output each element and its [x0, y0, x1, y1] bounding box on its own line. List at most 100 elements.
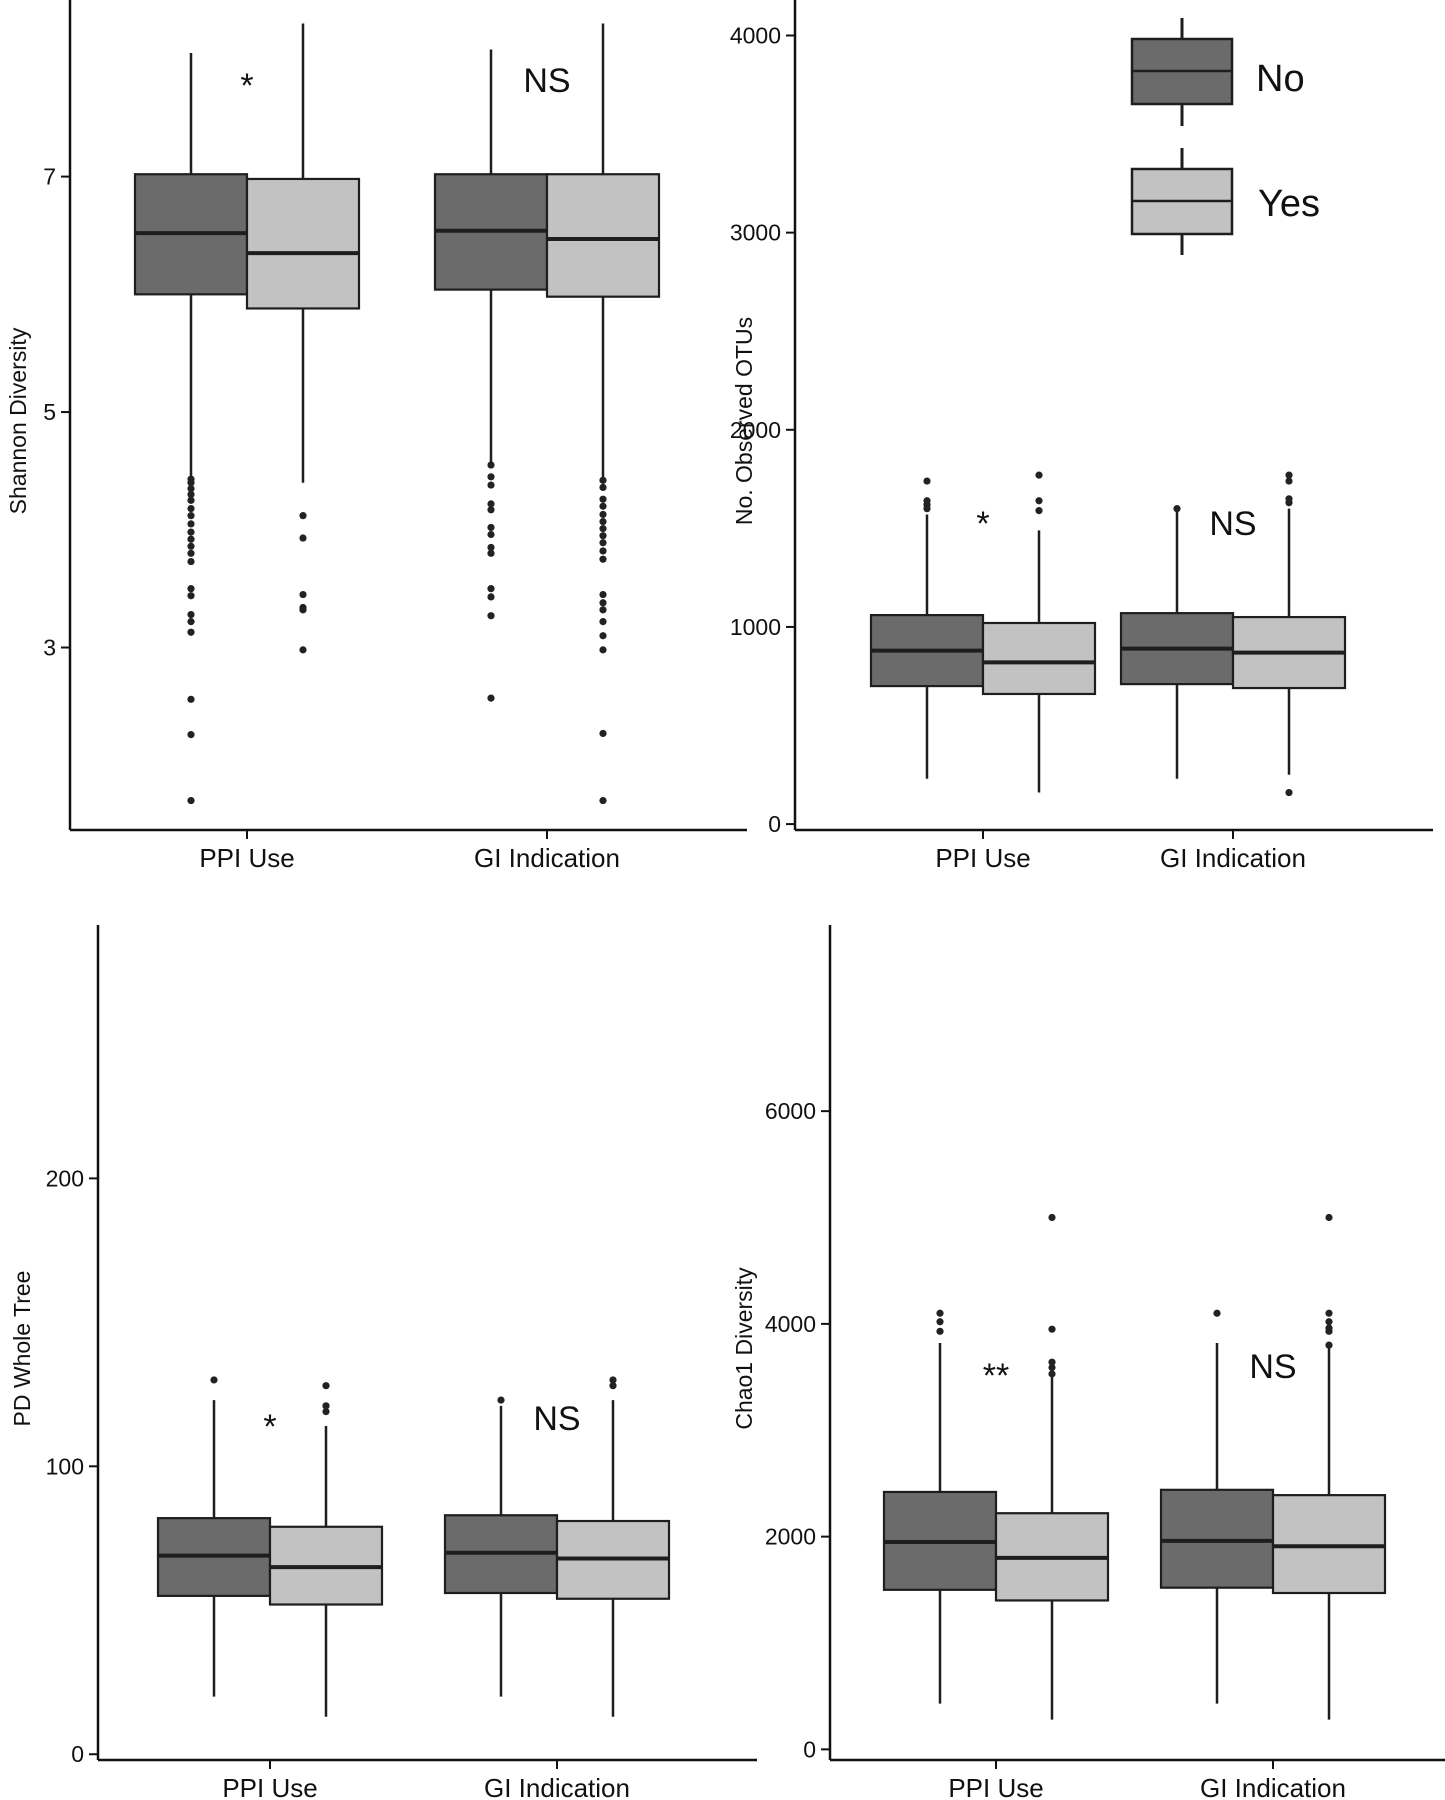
outlier-point	[1035, 497, 1043, 505]
outlier-point	[599, 532, 607, 540]
outlier-point	[599, 646, 607, 654]
outlier-point	[187, 549, 195, 557]
y-tick-label: 1000	[730, 614, 781, 640]
box-yes	[1231, 471, 1347, 797]
outlier-point	[487, 481, 495, 489]
box-iqr	[981, 621, 1097, 696]
outlier-point	[187, 535, 195, 543]
outlier-point	[187, 618, 195, 626]
y-tick-label: 4000	[765, 1311, 816, 1337]
outlier-point	[1285, 471, 1293, 479]
outlier-point	[187, 520, 195, 528]
y-tick-label: 0	[803, 1736, 816, 1762]
legend: No Yes	[1130, 18, 1320, 255]
outlier-point	[487, 473, 495, 481]
y-tick-label: 200	[46, 1165, 84, 1191]
outlier-point	[599, 547, 607, 555]
outlier-point	[487, 612, 495, 620]
outlier-point	[487, 549, 495, 557]
outlier-point	[936, 1309, 944, 1317]
y-axis-title: Chao1 Diversity	[731, 1267, 757, 1430]
outlier-point	[599, 729, 607, 738]
box-yes	[245, 23, 361, 654]
outlier-point	[299, 606, 307, 614]
legend-entry-yes: Yes	[1130, 148, 1320, 255]
y-tick-label: 2000	[765, 1524, 816, 1550]
y-tick-label: 7	[43, 164, 56, 190]
chart-panel-3: 0 100 200 PD Whole Tree PPI Use * GI Indicatio…	[9, 925, 757, 1800]
x-category-label: GI Indication	[1200, 1773, 1346, 1800]
outlier-point	[1285, 499, 1293, 507]
box-iqr	[1159, 1488, 1275, 1589]
outlier-point	[187, 592, 195, 600]
outlier-point	[299, 512, 307, 520]
y-tick-label: 6000	[765, 1098, 816, 1124]
legend-label-yes: Yes	[1258, 183, 1320, 225]
outlier-point	[609, 1382, 617, 1390]
outlier-point	[299, 590, 307, 599]
legend-label-no: No	[1256, 58, 1305, 100]
outlier-point	[923, 505, 931, 513]
outlier-point	[487, 543, 495, 552]
outlier-point	[322, 1402, 330, 1410]
outlier-point	[599, 606, 607, 614]
box-no	[1119, 505, 1235, 779]
outlier-point	[609, 1376, 617, 1384]
outlier-point	[187, 628, 195, 636]
outlier-point	[487, 530, 495, 539]
x-category-label: GI Indication	[484, 1773, 630, 1800]
y-tick-label: 3000	[730, 220, 781, 246]
box-yes	[268, 1382, 384, 1717]
outlier-point	[210, 1376, 218, 1384]
outlier-point	[487, 500, 495, 508]
outlier-point	[1173, 505, 1181, 513]
outlier-point	[299, 534, 307, 542]
outlier-point	[1048, 1363, 1056, 1372]
box-no	[443, 1396, 559, 1697]
outlier-point	[599, 555, 607, 563]
outlier-point	[187, 796, 195, 805]
significance-label: **	[983, 1357, 1009, 1395]
box-no	[869, 477, 985, 779]
outlier-point	[1285, 477, 1293, 485]
outlier-point	[1325, 1327, 1333, 1335]
outlier-point	[1325, 1318, 1333, 1326]
outlier-point	[599, 495, 607, 503]
outlier-point	[487, 585, 495, 593]
x-category-label: PPI Use	[222, 1773, 317, 1800]
outlier-point	[187, 585, 195, 593]
y-tick-label: 0	[768, 811, 781, 837]
box-yes	[1271, 1213, 1387, 1720]
box-no	[1159, 1309, 1275, 1704]
box-no	[433, 49, 549, 702]
outlier-point	[1325, 1213, 1333, 1222]
box-yes	[994, 1213, 1110, 1720]
outlier-point	[1048, 1213, 1056, 1222]
outlier-point	[187, 528, 195, 536]
outlier-point	[187, 542, 195, 550]
y-tick-label: 0	[71, 1741, 84, 1767]
outlier-point	[1035, 507, 1043, 515]
outlier-point	[299, 646, 307, 654]
legend-entry-no: No	[1130, 18, 1305, 126]
outlier-point	[487, 593, 495, 601]
outlier-point	[599, 510, 607, 519]
chart-panels: 3 5 7 Shannon Diversity PPI Use * GI Indicatio…	[5, 0, 1445, 1800]
outlier-point	[187, 610, 195, 619]
box-yes	[555, 1376, 671, 1717]
box-no	[882, 1309, 998, 1704]
outlier-point	[1035, 471, 1043, 479]
outlier-point	[936, 1327, 944, 1335]
chart-panel-1: 3 5 7 Shannon Diversity PPI Use * GI Indicatio…	[5, 0, 747, 873]
outlier-point	[487, 694, 495, 702]
box-iqr	[245, 177, 361, 310]
outlier-point	[599, 590, 607, 599]
outlier-point	[599, 517, 607, 526]
significance-label: NS	[533, 1400, 580, 1438]
outlier-point	[936, 1318, 944, 1326]
outlier-point	[1048, 1358, 1056, 1366]
outlier-point	[187, 731, 195, 739]
significance-label: NS	[1249, 1348, 1296, 1386]
outlier-point	[923, 477, 931, 485]
